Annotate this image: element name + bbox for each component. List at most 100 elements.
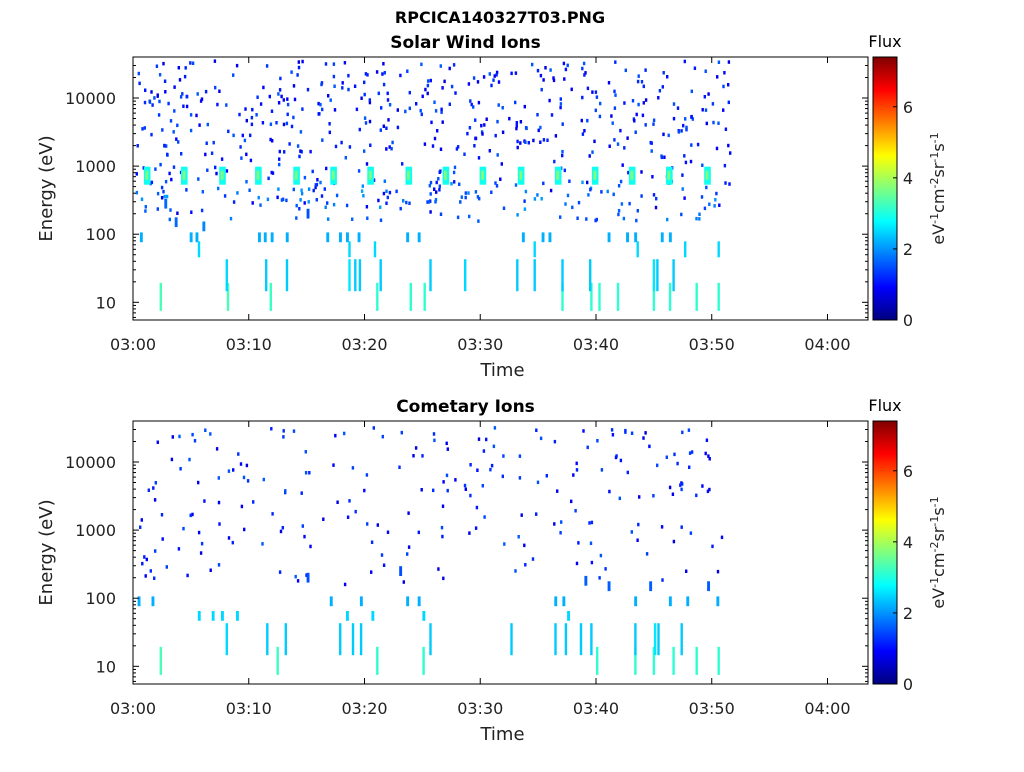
- data-cell: [154, 549, 157, 553]
- data-cell: [269, 122, 273, 126]
- data-cell: [139, 232, 143, 243]
- data-cell: [244, 107, 247, 111]
- data-cell: [391, 140, 394, 145]
- data-streak: [423, 282, 426, 311]
- data-cell: [179, 95, 183, 99]
- data-cell: [344, 156, 347, 160]
- data-cell: [448, 66, 451, 71]
- data-cell: [292, 84, 296, 88]
- data-cell: [515, 124, 518, 128]
- data-cell: [185, 104, 189, 109]
- data-cell: [619, 128, 622, 133]
- data-cell: [284, 489, 287, 493]
- data-cell: [561, 122, 564, 126]
- data-cell: [508, 116, 511, 121]
- data-cell: [296, 579, 300, 583]
- data-cell: [408, 201, 411, 205]
- data-streak: [634, 646, 637, 675]
- data-cell: [278, 157, 281, 161]
- data-cell: [691, 117, 694, 121]
- data-cell: [593, 139, 596, 144]
- data-streak: [672, 646, 675, 675]
- data-cell: [251, 107, 254, 112]
- data-cell: [276, 195, 279, 200]
- data-streak: [636, 241, 639, 258]
- data-cell: [360, 96, 363, 100]
- data-cell: [236, 611, 239, 621]
- plot-frame: [132, 56, 869, 321]
- data-cell: [308, 471, 311, 475]
- data-cell: [700, 195, 704, 199]
- data-cell: [599, 553, 603, 558]
- data-cell: [220, 157, 224, 161]
- data-cell: [588, 521, 591, 525]
- data-cell: [195, 232, 199, 243]
- data-streak: [652, 259, 656, 292]
- data-cell: [184, 66, 187, 70]
- data-cell: [437, 177, 440, 181]
- data-streak: [516, 259, 519, 292]
- data-cell: [408, 90, 411, 95]
- data-cell: [480, 123, 483, 128]
- data-cell: [683, 59, 686, 64]
- data-cell: [438, 188, 441, 192]
- data-cell: [144, 574, 147, 578]
- data-cell: [698, 212, 701, 216]
- data-cell: [262, 477, 265, 482]
- data-cell: [576, 216, 579, 220]
- data-cell: [292, 429, 296, 433]
- data-cell: [324, 62, 328, 66]
- data-cell: [171, 435, 174, 439]
- data-cell: [388, 103, 392, 107]
- data-cell: [523, 543, 526, 548]
- data-cell: [214, 85, 217, 90]
- x-tick-label: 03:00: [110, 335, 156, 354]
- data-cell: [689, 159, 693, 164]
- data-cell: [722, 84, 725, 89]
- data-cell: [361, 184, 364, 188]
- y-tick-label: 1000: [75, 521, 116, 540]
- data-cell: [309, 544, 312, 549]
- y-tick-label: 10: [96, 657, 116, 676]
- data-cell: [275, 121, 278, 125]
- data-cell: [158, 99, 161, 104]
- data-cell: [481, 484, 484, 488]
- data-cell: [554, 596, 558, 607]
- data-cell: [651, 175, 654, 179]
- data-streak: [429, 623, 432, 656]
- data-cell: [681, 173, 684, 177]
- data-cell: [428, 183, 431, 188]
- data-cell: [485, 437, 488, 442]
- data-cell: [607, 81, 611, 85]
- data-cell: [245, 118, 248, 123]
- data-cell: [577, 541, 580, 545]
- data-cell: [515, 121, 518, 125]
- data-cell: [365, 205, 369, 209]
- data-streak: [596, 646, 599, 675]
- panel-solar-wind-ions: 03:00 03:10 03:20 03:30 03:40 03:50 04:00 10 100…: [36, 32, 948, 381]
- data-cell: [559, 531, 562, 535]
- data-cell: [442, 576, 445, 581]
- data-cell: [168, 171, 171, 176]
- data-cell: [243, 138, 247, 143]
- data-cell: [608, 489, 611, 494]
- data-streak: [422, 646, 425, 675]
- data-cell: [314, 183, 317, 187]
- data-cell: [454, 91, 457, 95]
- data-cell: [265, 64, 269, 68]
- data-cell: [435, 190, 438, 194]
- data-cell: [237, 452, 240, 456]
- data-streak: [429, 259, 432, 292]
- data-cell: [535, 428, 538, 432]
- data-cell: [227, 469, 231, 473]
- data-cell: [353, 84, 357, 88]
- data-cell: [402, 199, 405, 203]
- data-cell: [463, 152, 466, 156]
- data-cell: [717, 60, 721, 64]
- data-cell: [468, 531, 471, 535]
- data-cell: [300, 188, 303, 192]
- data-cell: [351, 217, 354, 221]
- colorbar-tick-label: 0: [903, 311, 913, 330]
- data-cell: [197, 177, 200, 181]
